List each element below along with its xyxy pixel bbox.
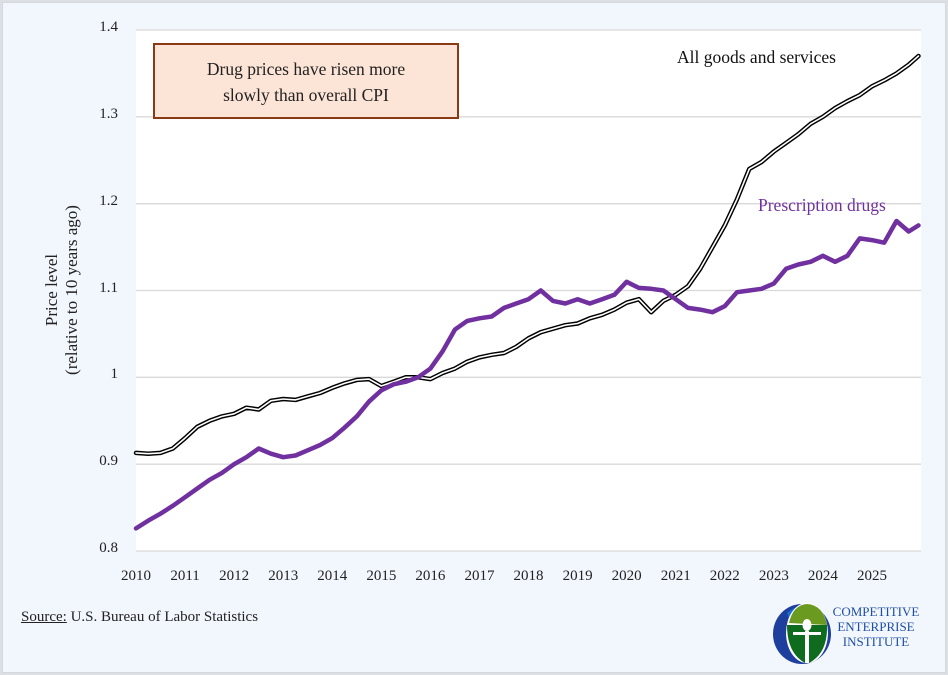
x-tick-label: 2022	[709, 568, 740, 584]
y-axis-label-sub: (relative to 10 years ago)	[62, 205, 81, 375]
x-tick-label: 2018	[513, 568, 544, 584]
series-label-all-goods: All goods and services	[677, 47, 836, 67]
source-text: U.S. Bureau of Labor Statistics	[66, 609, 259, 625]
series-line-inner-all-goods-and-services	[135, 55, 920, 455]
source-label: Source:	[21, 609, 67, 625]
y-tick-label: 1	[110, 366, 119, 383]
y-tick-label: 1.2	[99, 192, 118, 209]
x-tick-label: 2017	[464, 568, 495, 584]
x-tick-label: 2020	[611, 568, 642, 584]
x-tick-label: 2016	[415, 568, 446, 584]
x-tick-label: 2010	[121, 568, 151, 584]
y-tick-label: 1.4	[99, 19, 118, 35]
y-tick-label: 1.3	[99, 105, 118, 122]
series-label-prescription-drugs: Prescription drugs	[758, 195, 886, 215]
x-tick-label: 2025	[856, 568, 887, 584]
x-tick-label: 2024	[807, 568, 838, 584]
x-tick-label: 2023	[758, 568, 789, 584]
logo-line-3: INSTITUTE	[842, 634, 910, 649]
cei-logo-icon	[773, 603, 831, 664]
y-axis-label-main: Price level	[42, 253, 61, 327]
x-tick-label: 2019	[562, 568, 593, 584]
logo-line-2: ENTERPRISE	[837, 619, 915, 634]
x-tick-label: 2012	[219, 568, 250, 584]
y-tick-label: 0.8	[99, 540, 118, 556]
logo-wordmark: COMPETITIVE ENTERPRISE INSTITUTE	[826, 604, 926, 649]
x-tick-label: 2021	[660, 568, 691, 584]
callout-line-2: slowly than overall CPI	[223, 85, 389, 105]
logo-line-1: COMPETITIVE	[832, 604, 920, 619]
x-tick-label: 2014	[317, 568, 348, 584]
series-lines	[133, 53, 921, 531]
callout-line-1: Drug prices have risen more	[206, 59, 406, 79]
x-tick-label: 2013	[268, 568, 299, 584]
x-tick-label: 2015	[366, 568, 397, 584]
y-axis-label: Price level (relative to 10 years ago)	[42, 160, 82, 420]
x-tick-label: 2011	[170, 568, 200, 584]
y-tick-label: 1.1	[99, 279, 118, 296]
y-tick-label: 0.9	[99, 453, 118, 470]
source-note: Source: U.S. Bureau of Labor Statistics	[21, 609, 258, 626]
series-line-prescription-drugs	[133, 218, 921, 531]
annotation-callout: Drug prices have risen more slowly than …	[153, 43, 459, 119]
